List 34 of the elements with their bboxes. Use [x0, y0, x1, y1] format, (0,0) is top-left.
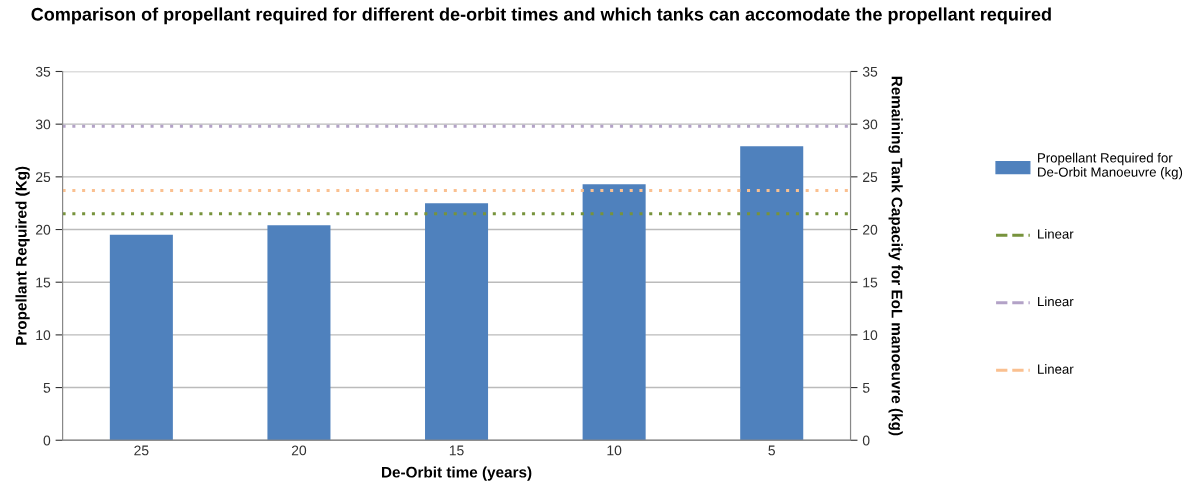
y-tick-label: 35	[35, 66, 51, 77]
y-tick-label: 10	[36, 330, 51, 341]
chart-title: Comparison of propellant required for different de-orbit times and which tanks can accomodate the propellant required	[31, 7, 1051, 25]
y-tick-label: 15	[36, 277, 51, 288]
x-tick-label: 25	[134, 445, 149, 456]
y2-tick-label: 25	[863, 172, 878, 183]
bar	[109, 234, 173, 441]
legend-label: Linear	[1038, 229, 1074, 239]
bar	[740, 146, 804, 441]
y-tick-label: 20	[36, 224, 51, 235]
x-axis-title: De-Orbit time (years)	[382, 466, 532, 481]
y2-tick-label: 30	[862, 119, 878, 130]
y2-tick-label: 5	[862, 383, 870, 393]
y-tick-label: 5	[43, 383, 51, 393]
bar	[267, 225, 331, 441]
x-tick-label: 5	[768, 445, 775, 456]
y2-tick-label: 10	[863, 330, 878, 341]
y2-tick-label: 20	[863, 224, 878, 235]
y2-tick-label: 15	[863, 277, 878, 288]
legend-label: Propellant Required for De-Orbit Manoeuvre (kg)	[1038, 152, 1183, 180]
legend-label: Linear	[1038, 364, 1074, 374]
bar	[425, 203, 489, 441]
y2-tick-label: 35	[862, 66, 878, 77]
bar	[582, 184, 646, 441]
y-tick-label: 25	[36, 172, 51, 183]
legend-label: Linear	[1038, 296, 1074, 307]
x-tick-label: 15	[449, 445, 464, 456]
y-tick-label: 30	[35, 119, 51, 130]
x-tick-label: 20	[291, 445, 307, 456]
x-tick-label: 10	[607, 445, 622, 456]
y-axis-title: Propellant Required (Kg)	[15, 166, 30, 345]
y2-axis-title: Remaining Tank Capacity for EoL manoeuvre (kg)	[888, 76, 903, 436]
y2-tick-label: 0	[862, 435, 870, 446]
y-tick-label: 0	[43, 435, 51, 446]
